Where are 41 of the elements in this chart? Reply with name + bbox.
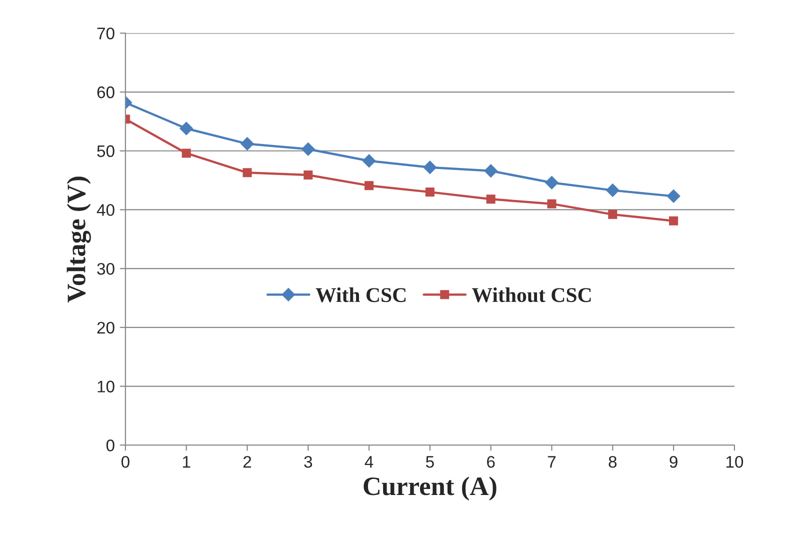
point	[364, 181, 374, 190]
point	[362, 154, 376, 168]
x-tick-label: 3	[304, 456, 312, 468]
x-tick-label: 2	[243, 456, 252, 468]
point	[606, 183, 620, 198]
point	[544, 176, 559, 190]
point	[240, 136, 254, 151]
x-tick-label: 0	[121, 456, 130, 468]
point	[179, 122, 194, 136]
y-tick-label: 20	[97, 322, 114, 334]
point	[486, 194, 496, 204]
point	[301, 142, 316, 156]
x-tick-label: 7	[548, 456, 556, 468]
legend-label: Without CSC	[472, 287, 591, 302]
x-tick-label: 5	[426, 456, 434, 468]
point	[547, 199, 556, 208]
y-tick-label: 0	[106, 440, 114, 452]
y-tick-label: 10	[98, 380, 114, 392]
x-tick-label: 10	[726, 456, 744, 468]
legend-label: With CSC	[316, 287, 406, 302]
y-tick-label: 30	[97, 262, 114, 275]
point	[666, 189, 680, 204]
point	[304, 170, 313, 180]
y-tick-label: 70	[97, 28, 114, 40]
y-tick-label: 60	[97, 86, 114, 98]
point	[425, 188, 434, 197]
point	[182, 148, 191, 158]
x-tick-label: 6	[487, 456, 495, 468]
y-tick-label: 50	[97, 145, 114, 158]
x-tick-label: 1	[182, 456, 190, 468]
y-tick-label: 40	[96, 204, 114, 216]
x-axis-title: Current (A)	[364, 476, 496, 501]
y-axis-title: Voltage (V)	[66, 176, 91, 302]
x-tick-label: 9	[670, 456, 678, 468]
x-tick-label: 8	[608, 456, 617, 468]
x-tick-label: 4	[364, 456, 374, 468]
point	[608, 210, 618, 219]
point	[423, 160, 437, 174]
point	[484, 164, 498, 178]
point	[242, 168, 252, 178]
point	[669, 216, 678, 226]
